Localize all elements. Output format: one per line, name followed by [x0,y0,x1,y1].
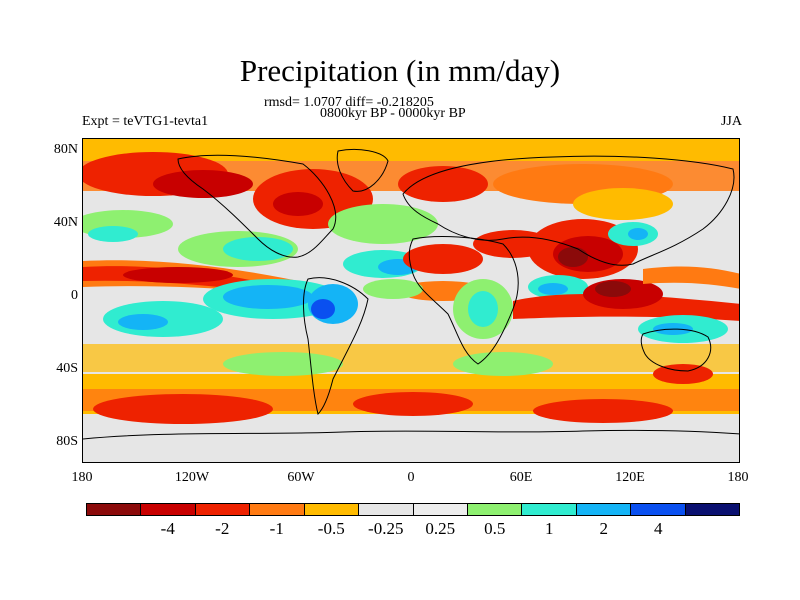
colorbar [86,503,740,516]
field-patch [533,399,673,423]
field-band [643,266,739,289]
colorbar-cell [413,504,468,515]
lat-label: 40S [56,361,78,376]
lat-label: 80N [53,142,78,157]
colorbar-cell [304,504,360,515]
colorbar-tick-label: -2 [215,519,230,538]
lon-label: 0 [407,470,415,485]
colorbar-tick-label: 1 [545,519,554,538]
colorbar-cell [522,504,577,515]
colorbar-tick-label: 0.5 [484,519,506,538]
field-patch [88,226,138,242]
field-patch [595,281,631,297]
coastline-north-america [177,154,337,258]
field-patch [628,228,648,240]
field-patch [538,283,568,295]
lon-label: 120W [174,470,210,485]
field-patch [223,285,313,309]
colorbar-cell [631,504,686,515]
field-patch [403,244,483,274]
lat-label: 0 [71,288,78,303]
colorbar-cell [87,504,142,515]
field-patch [93,394,273,424]
field-patch [311,299,335,319]
colorbar-tick-label: 2 [599,519,609,538]
coastline-australia [640,328,712,372]
colorbar-cell [250,504,305,515]
coastline-antarctica [83,429,739,440]
colorbar-tick-label: 0.25 [425,519,456,538]
colorbar-tick-label: -4 [160,519,175,538]
field-patch [453,352,553,376]
colorbar-tick-label: -0.5 [317,519,345,538]
colorbar-tick-label: 4 [654,519,663,538]
lon-label: 120E [615,470,645,485]
colorbar-cell [359,504,414,515]
field-patch [118,314,168,330]
lon-label: 60W [287,470,315,485]
lat-label: 40N [53,215,78,230]
coastline-south-america [303,277,369,415]
lon-label: 180 [71,470,93,485]
precipitation-map [82,138,740,463]
colorbar-cell [141,504,196,515]
season-label: JJA [720,114,742,129]
lat-label: 80S [56,434,78,449]
field-patch [573,188,673,220]
colorbar-tick-label: -1 [269,519,284,538]
coastline-greenland [336,148,389,192]
field-patch [328,204,438,244]
colorbar-cell [467,504,523,515]
field-patch [363,279,423,299]
field-patch [468,291,498,327]
lon-label: 60E [509,470,533,485]
coastline-africa [408,236,519,365]
field-patch [558,247,588,267]
field-band [83,139,739,161]
field-patch [123,267,233,283]
field-patch [353,392,473,416]
field-patch [153,170,253,198]
colorbar-cell [685,504,740,515]
period-subtitle: 0800kyr BP - 0000kyr BP [320,106,466,121]
map-title: Precipitation (in mm/day) [239,53,561,88]
map-field [83,139,739,462]
field-patch [398,166,488,202]
field-patch [223,237,293,261]
experiment-label: Expt = teVTG1-tevta1 [82,114,209,129]
field-patch [223,352,343,376]
field-band [83,427,739,462]
lon-label: 180 [727,470,749,485]
colorbar-tick-label: -0.25 [368,519,404,538]
stats-subtitle: rmsd= 1.0707 diff= -0.218205 [264,95,434,110]
field-band [83,344,739,372]
colorbar-cell [195,504,251,515]
field-patch [273,192,323,216]
colorbar-cell [576,504,632,515]
